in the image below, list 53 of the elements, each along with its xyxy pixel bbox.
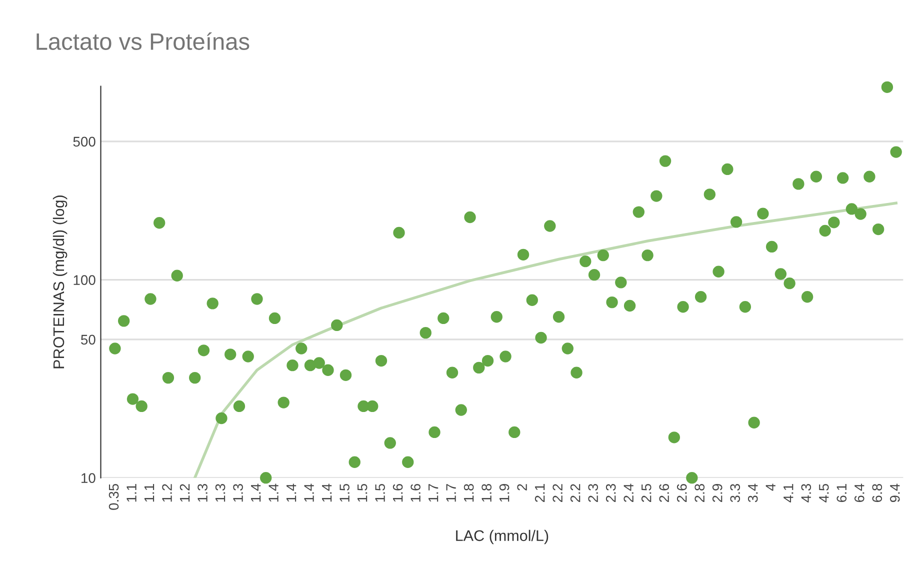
x-tick-label: 1.9 — [499, 484, 510, 502]
x-tick-label: 4.5 — [819, 484, 829, 502]
x-tick-label: 2.2 — [552, 484, 562, 502]
x-tick-label: 1.1 — [144, 484, 154, 502]
x-tick-label: 4.1 — [784, 484, 794, 502]
x-tick-label: 1.6 — [410, 484, 420, 502]
x-tick-label: 1.4 — [322, 484, 332, 502]
y-axis-title: PROTEINAS (mg/dl) (log) — [52, 196, 68, 368]
x-tick-label: 1.4 — [251, 484, 261, 502]
x-tick-label: 2.2 — [570, 484, 580, 502]
x-tick-label: 3.3 — [730, 484, 740, 502]
x-tick-label: 1.7 — [446, 484, 456, 502]
x-tick-label: 1.8 — [482, 484, 492, 502]
x-tick-label: 6.4 — [854, 484, 864, 502]
x-tick-label: 1.3 — [198, 484, 208, 502]
x-tick-label: 2.3 — [588, 484, 598, 502]
x-axis-title: LAC (mmol/L) — [456, 530, 548, 544]
x-tick-label: 1.6 — [392, 484, 403, 502]
x-tick-label: 6.1 — [836, 484, 847, 502]
x-tick-label: 1.3 — [215, 484, 226, 502]
x-tick-label: 1.4 — [286, 484, 296, 502]
x-tick-label: 4.3 — [801, 484, 812, 502]
x-tick-label: 6.8 — [872, 484, 882, 502]
x-tick-label: 2.9 — [712, 484, 722, 502]
x-tick-label: 1.5 — [340, 484, 350, 502]
x-tick-label: 3.4 — [748, 484, 758, 502]
x-tick-label: 1.5 — [375, 484, 385, 502]
chart-title: Lactato vs Proteínas — [36, 32, 250, 50]
x-tick-label: 2.3 — [606, 484, 616, 502]
y-tick-label: 100 — [74, 275, 96, 285]
x-tick-label: 2.1 — [534, 484, 545, 502]
x-tick-label: 2.5 — [641, 484, 652, 502]
x-tick-label: 9.4 — [890, 484, 900, 502]
x-tick-label: 0.35 — [108, 484, 119, 510]
y-tick-label: 50 — [81, 334, 96, 345]
x-tick-label: 2.4 — [624, 484, 634, 502]
x-tick-label: 1.4 — [268, 484, 278, 502]
x-tick-label: 1.1 — [126, 484, 136, 502]
x-tick-label: 1.3 — [233, 484, 243, 502]
x-tick-label: 2.8 — [694, 484, 705, 502]
x-tick-label: 1.7 — [428, 484, 438, 502]
x-tick-label: 2.6 — [659, 484, 670, 502]
x-tick-label: 1.5 — [358, 484, 368, 502]
x-tick-label: 1.4 — [304, 484, 314, 502]
line-series — [193, 202, 898, 478]
y-tick-label: 500 — [73, 136, 96, 147]
x-tick-label: 4 — [766, 484, 776, 491]
x-tick-label: 1.2 — [180, 484, 190, 502]
y-tick-label: 10 — [82, 473, 96, 483]
x-tick-label: 1.8 — [464, 484, 474, 502]
x-tick-label: 2.6 — [676, 484, 687, 502]
x-tick-label: 1.2 — [162, 484, 172, 502]
x-tick-label: 2 — [517, 484, 527, 490]
